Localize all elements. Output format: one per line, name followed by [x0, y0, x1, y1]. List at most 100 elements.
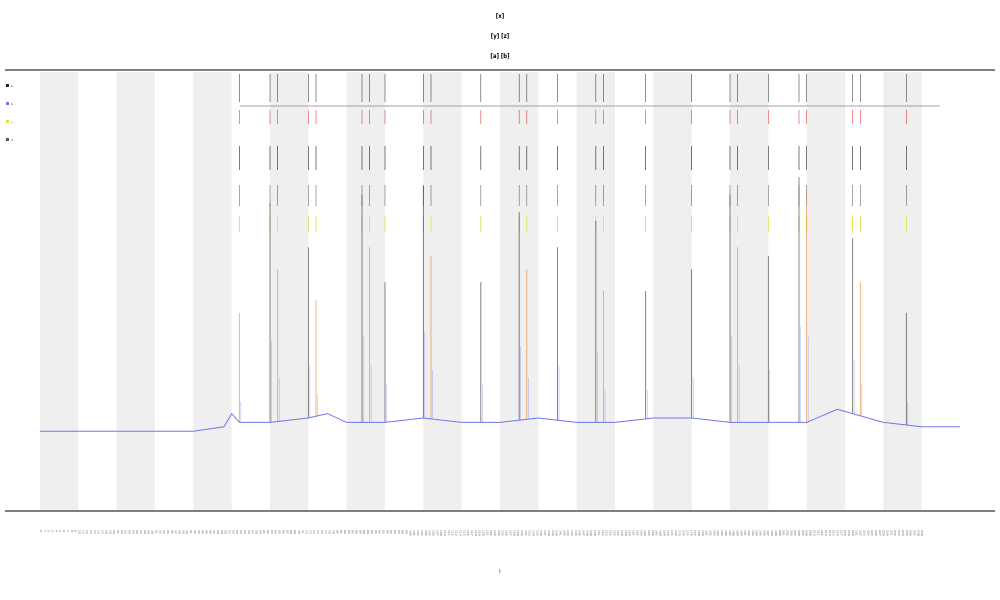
x-tick-label: 105 — [428, 530, 432, 536]
x-tick-label: 196 — [762, 530, 766, 536]
x-tick-label: 33 — [162, 530, 166, 534]
x-tick-label: 192 — [747, 530, 751, 536]
x-tick-label: 131 — [524, 530, 528, 536]
x-tick-label: 216 — [836, 530, 840, 536]
x-tick-label: 14 — [89, 530, 93, 534]
x-tick-label: 203 — [789, 530, 793, 536]
x-tick-label: 28 — [143, 530, 147, 534]
x-tick-label: 231 — [889, 530, 893, 536]
x-tick-label: 190 — [739, 530, 743, 536]
x-tick-label: 62 — [266, 530, 270, 534]
x-tick-label: 178 — [697, 530, 701, 536]
x-tick-label: 6 — [62, 530, 66, 532]
x-tick-label: 206 — [797, 530, 801, 536]
x-tick-label: 150 — [593, 530, 597, 536]
x-tick-label: 130 — [520, 530, 524, 536]
x-tick-label: 13 — [85, 530, 89, 534]
x-tick-label: 39 — [181, 530, 185, 534]
x-tick-label: 174 — [682, 530, 686, 536]
x-tick-label: 124 — [497, 530, 501, 536]
x-tick-label: 222 — [859, 530, 863, 536]
x-tick-label: 234 — [901, 530, 905, 536]
x-tick-label: 236 — [909, 530, 913, 536]
x-tick-label: 129 — [516, 530, 520, 536]
x-tick-label: 56 — [247, 530, 251, 534]
x-tick-label: 188 — [732, 530, 736, 536]
x-tick-label: 44 — [201, 530, 205, 534]
x-tick-label: 8 — [70, 530, 74, 532]
x-tick-label: 54 — [239, 530, 243, 534]
legend-label-2: c — [11, 120, 13, 124]
x-tick-label: 116 — [466, 530, 470, 536]
x-tick-label: 213 — [824, 530, 828, 536]
x-tick-label: 85 — [351, 530, 355, 534]
x-tick-label: 94 — [385, 530, 389, 534]
x-tick-label: 57 — [251, 530, 255, 534]
x-tick-label: 59 — [258, 530, 262, 534]
x-tick-label: 146 — [578, 530, 582, 536]
chart-title: [x] [y] [z] [a] [b] — [490, 13, 509, 60]
shaded-band-11 — [883, 72, 922, 510]
x-tick-label: 88 — [362, 530, 366, 534]
x-tick-label: 173 — [678, 530, 682, 536]
x-tick-label: 217 — [839, 530, 843, 536]
x-tick-label: 168 — [659, 530, 663, 536]
shaded-band-2 — [193, 72, 232, 510]
x-tick-label: 22 — [120, 530, 124, 534]
x-tick-label: 77 — [324, 530, 328, 534]
x-tick-label: 78 — [328, 530, 332, 534]
x-tick-label: 50 — [224, 530, 228, 534]
legend-label-1: b — [11, 102, 13, 106]
x-tick-label: 189 — [736, 530, 740, 536]
x-tick-label: 147 — [582, 530, 586, 536]
x-tick-label: 91 — [374, 530, 378, 534]
x-tick-label: 185 — [720, 530, 724, 536]
x-tick-label: 110 — [443, 530, 447, 536]
x-tick-label: 149 — [589, 530, 593, 536]
title-line-3: [a] [b] — [490, 53, 509, 60]
shaded-band-8 — [653, 72, 692, 510]
x-tick-label: 100 — [408, 530, 412, 536]
x-tick-label: 87 — [358, 530, 362, 534]
x-tick-label: 176 — [689, 530, 693, 536]
title-line-2: [y] [z] — [491, 33, 509, 40]
x-tick-label: 140 — [555, 530, 559, 536]
x-tick-label: 112 — [451, 530, 455, 536]
x-tick-label: 163 — [639, 530, 643, 536]
x-tick-label: 220 — [851, 530, 855, 536]
x-tick-label: 4 — [54, 530, 58, 532]
x-tick-label: 30 — [151, 530, 155, 534]
x-tick-label: 26 — [135, 530, 139, 534]
x-tick-label: 137 — [543, 530, 547, 536]
x-tick-label: 38 — [178, 530, 182, 534]
x-tick-label: 21 — [116, 530, 120, 534]
x-tick-label: 209 — [809, 530, 813, 536]
spike-series — [238, 177, 909, 426]
x-tick-label: 136 — [539, 530, 543, 536]
x-tick-label: 195 — [759, 530, 763, 536]
x-tick-label: 229 — [882, 530, 886, 536]
x-tick-label: 74 — [312, 530, 316, 534]
x-tick-label: 128 — [512, 530, 516, 536]
shaded-band-0 — [40, 72, 79, 510]
x-tick-label: 9 — [74, 530, 78, 532]
x-tick-label: 239 — [920, 530, 924, 536]
x-tick-label: 82 — [343, 530, 347, 534]
x-tick-label: 32 — [158, 530, 162, 534]
x-tick-label: 179 — [701, 530, 705, 536]
x-tick-label: 107 — [435, 530, 439, 536]
x-tick-label: 143 — [566, 530, 570, 536]
x-tick-label: 11 — [81, 530, 85, 534]
x-tick-label: 201 — [782, 530, 786, 536]
x-tick-label: 47 — [212, 530, 216, 534]
x-tick-label: 208 — [805, 530, 809, 536]
x-tick-label: 92 — [378, 530, 382, 534]
x-tick-label: 18 — [104, 530, 108, 534]
x-tick-label: 177 — [693, 530, 697, 536]
x-tick-label: 155 — [612, 530, 616, 536]
x-tick-label: 45 — [205, 530, 209, 534]
x-tick-label: 76 — [320, 530, 324, 534]
x-tick-label: 51 — [228, 530, 232, 534]
legend-swatch-0 — [6, 84, 9, 87]
